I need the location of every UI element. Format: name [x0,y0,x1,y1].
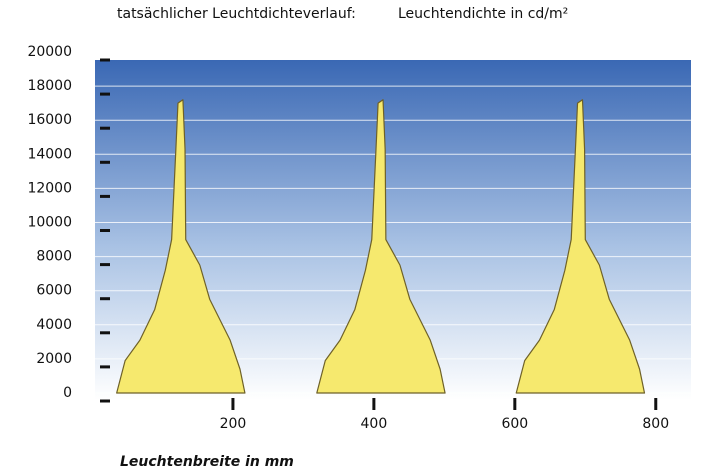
y-tick-label: 0 [63,385,72,401]
y-tick-label: 20000 [27,44,72,60]
x-tick-label: 200 [220,416,247,432]
chart-title: tatsächlicher Leuchtdichteverlauf: [117,6,356,22]
y-tick-label: 18000 [27,78,72,94]
y-tick-label: 4000 [36,317,72,333]
y-tick-label: 8000 [36,249,72,265]
y-tick-label: 2000 [36,351,72,367]
y-tick-label: 14000 [27,146,72,162]
x-tick-label: 800 [642,416,669,432]
y-tick-label: 12000 [27,180,72,196]
y-tick-label: 16000 [27,112,72,128]
x-axis-label: Leuchtenbreite in mm [120,454,294,470]
y-axis-label: Leuchtendichte in cd/m² [398,6,568,22]
y-tick-label: 6000 [36,283,72,299]
x-tick-label: 400 [361,416,388,432]
x-tick-label: 600 [501,416,528,432]
y-tick-label: 10000 [27,215,72,231]
area [116,99,646,394]
